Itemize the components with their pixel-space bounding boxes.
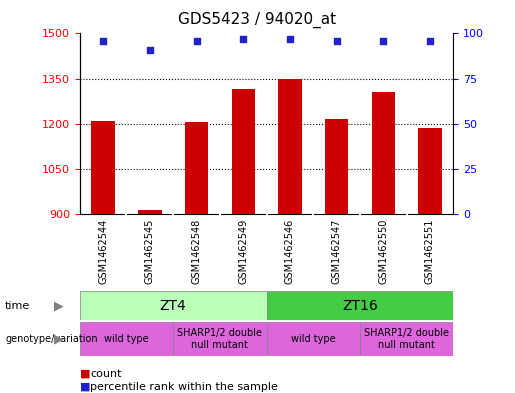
Text: ZT16: ZT16 [342,299,377,312]
Point [239,36,247,42]
Text: GSM1462549: GSM1462549 [238,219,248,284]
Bar [325,119,348,214]
Bar [232,89,255,214]
Point [286,36,294,42]
Text: GSM1462546: GSM1462546 [285,219,295,284]
Text: time: time [5,301,30,310]
Point [332,37,340,44]
Text: ZT4: ZT4 [160,299,186,312]
Bar [185,122,208,214]
Text: GDS5423 / 94020_at: GDS5423 / 94020_at [178,12,337,28]
Text: wild type: wild type [104,334,149,344]
Text: genotype/variation: genotype/variation [5,334,98,344]
Text: SHARP1/2 double
null mutant: SHARP1/2 double null mutant [364,328,449,350]
Text: GSM1462547: GSM1462547 [332,219,341,284]
Bar [418,128,441,214]
Text: wild type: wild type [291,334,335,344]
Text: GSM1462544: GSM1462544 [98,219,108,284]
Point [99,37,107,44]
Text: ■: ■ [80,382,90,392]
Text: GSM1462551: GSM1462551 [425,219,435,284]
Bar [80,322,173,356]
Text: GSM1462548: GSM1462548 [192,219,201,284]
Text: ▶: ▶ [55,332,64,345]
Text: GSM1462545: GSM1462545 [145,219,155,284]
Point [193,37,201,44]
Bar [267,322,360,356]
Bar [278,79,301,214]
Bar [371,92,395,214]
Text: SHARP1/2 double
null mutant: SHARP1/2 double null mutant [177,328,262,350]
Point [379,37,387,44]
Bar [173,322,267,356]
Text: ■: ■ [80,369,90,379]
Bar [92,121,115,214]
Point [426,37,434,44]
Text: GSM1462550: GSM1462550 [378,219,388,284]
Text: ▶: ▶ [55,299,64,312]
Bar [267,291,453,320]
Bar [138,209,162,214]
Text: percentile rank within the sample: percentile rank within the sample [90,382,278,392]
Text: count: count [90,369,122,379]
Point [146,46,154,53]
Bar [80,291,267,320]
Bar [360,322,453,356]
